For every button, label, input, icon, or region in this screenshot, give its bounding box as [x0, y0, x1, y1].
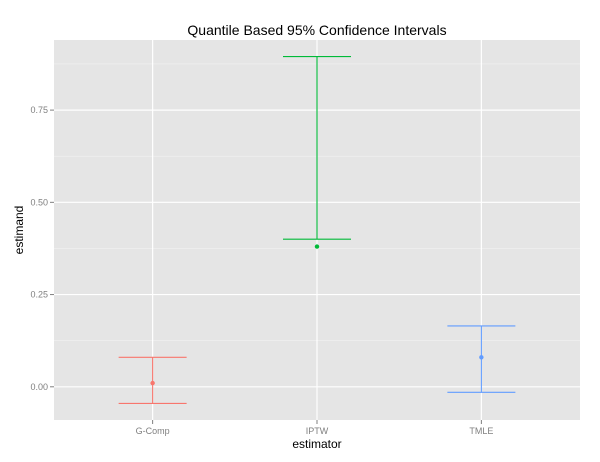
y-axis-ticks: 0.00 0.25 0.50 0.75 — [30, 105, 54, 392]
x-axis-title: estimator — [292, 437, 341, 451]
error-bars — [118, 56, 516, 404]
y-tick-label: 0.00 — [30, 382, 48, 392]
x-tick-label: TMLE — [469, 426, 493, 436]
x-axis-ticks: G-Comp IPTW TMLE — [136, 420, 493, 436]
y-tick-label: 0.25 — [30, 290, 48, 300]
error-bar-tmle — [447, 325, 516, 393]
point-estimate — [479, 355, 484, 360]
error-bar-iptw — [283, 56, 351, 249]
point-estimate — [150, 380, 155, 386]
error-bar-g-comp — [118, 356, 187, 404]
point-estimate — [314, 244, 320, 249]
y-tick-label: 0.75 — [30, 105, 48, 115]
x-tick-label: G-Comp — [136, 426, 170, 436]
y-axis-title: estimand — [12, 206, 26, 255]
y-tick-label: 0.50 — [30, 197, 48, 207]
chart-title: Quantile Based 95% Confidence Intervals — [187, 22, 446, 38]
x-tick-label: IPTW — [306, 426, 329, 436]
